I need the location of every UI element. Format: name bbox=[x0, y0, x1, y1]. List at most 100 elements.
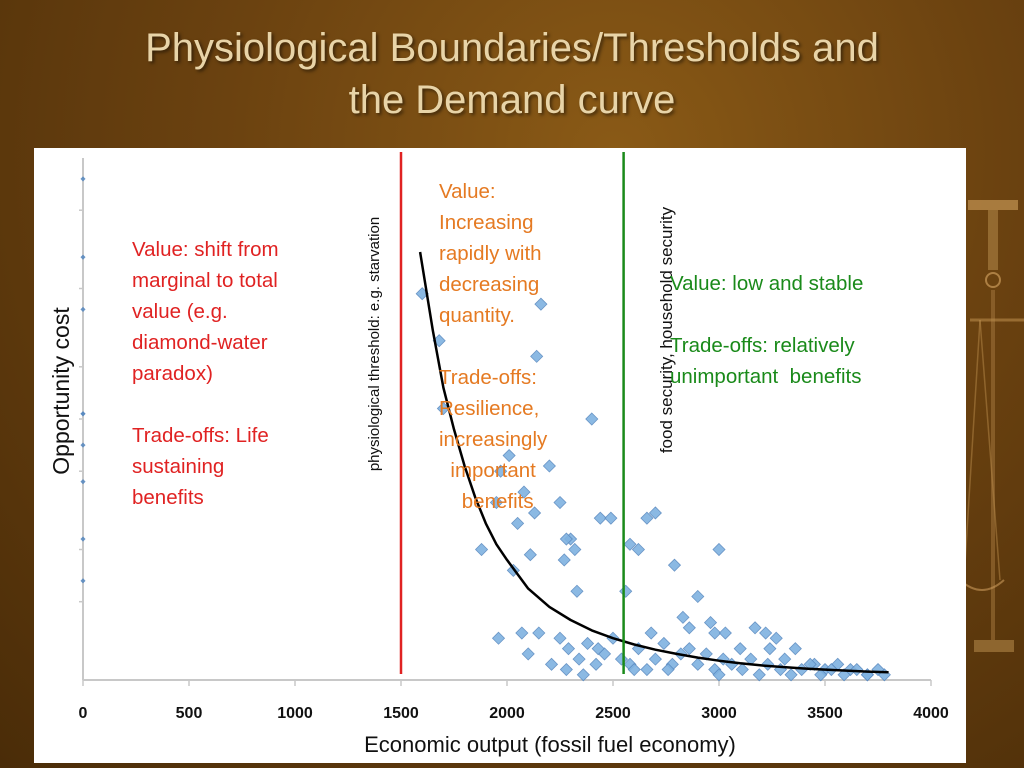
scatter-point-101 bbox=[559, 662, 573, 677]
scatter-point-32 bbox=[604, 511, 618, 525]
chart-axes bbox=[79, 158, 932, 686]
x-tick-label-8: 4000 bbox=[913, 705, 949, 722]
scatter-point-18 bbox=[517, 485, 531, 499]
scatter-point-30 bbox=[585, 412, 599, 426]
scatter-point-93 bbox=[850, 662, 864, 677]
scatter-point-45 bbox=[733, 642, 747, 656]
scatter-point-1 bbox=[80, 254, 86, 260]
scatter-point-48 bbox=[769, 631, 783, 645]
scatter-point-13 bbox=[489, 495, 503, 510]
scatter-point-99 bbox=[712, 668, 726, 682]
scatter-point-12 bbox=[474, 542, 489, 557]
annotation-middle-region: Value: Increasing rapidly with decreasin… bbox=[439, 180, 548, 513]
x-tick-label-4: 2000 bbox=[489, 705, 525, 722]
x-tick-label-0: 0 bbox=[79, 705, 88, 722]
x-axis-label: Economic output (fossil fuel economy) bbox=[326, 723, 774, 763]
scatter-point-98 bbox=[661, 662, 675, 677]
scatter-point-31 bbox=[593, 511, 607, 525]
scatter-chart: 0 500 1000 1500 2000 2500 3000 3500 4000 bbox=[79, 152, 949, 722]
threshold-lines bbox=[399, 152, 625, 674]
x-tick-label-5: 2500 bbox=[595, 705, 631, 722]
scatter-point-19 bbox=[523, 548, 537, 562]
scatter-point-96 bbox=[627, 662, 641, 677]
scatter-point-20 bbox=[527, 506, 542, 520]
scatter-point-17 bbox=[511, 516, 525, 530]
annotation-left-region: Value: shift from marginal to total valu… bbox=[132, 238, 279, 509]
scatter-point-77 bbox=[691, 657, 705, 671]
scatter-points bbox=[80, 176, 891, 682]
scatter-point-72 bbox=[648, 652, 662, 666]
y-axis-label: Opportunity cost bbox=[48, 307, 74, 475]
scatter-point-62 bbox=[561, 642, 576, 656]
scatter-point-35 bbox=[631, 542, 646, 557]
scatter-point-46 bbox=[748, 621, 762, 635]
scatter-point-0 bbox=[80, 176, 86, 182]
scatter-point-23 bbox=[542, 459, 556, 473]
scatter-point-24 bbox=[553, 495, 567, 510]
demand-curve bbox=[418, 251, 889, 674]
scatter-point-65 bbox=[589, 657, 603, 671]
scatter-point-25 bbox=[557, 553, 571, 567]
scales-of-justice-decoration bbox=[960, 200, 1024, 652]
scatter-point-73 bbox=[657, 636, 671, 651]
scatter-point-105 bbox=[763, 642, 777, 656]
scatter-point-89 bbox=[803, 657, 817, 671]
x-tick-label-1: 500 bbox=[176, 705, 203, 722]
annotation-right-region: Value: low and stable Trade-offs: relati… bbox=[670, 272, 864, 388]
scatter-point-15 bbox=[502, 448, 516, 463]
chart-panel: 0 500 1000 1500 2000 2500 3000 3500 4000 Opportu… bbox=[34, 148, 966, 763]
scatter-point-61 bbox=[553, 631, 567, 645]
scatter-point-4 bbox=[80, 411, 86, 417]
scatter-point-59 bbox=[532, 626, 546, 640]
scatter-point-42 bbox=[703, 616, 718, 630]
scatter-point-6 bbox=[80, 479, 86, 485]
scatter-point-84 bbox=[752, 668, 766, 682]
x-tick-labels: 0 500 1000 1500 2000 2500 3000 3500 4000 bbox=[79, 705, 949, 722]
scatter-point-8 bbox=[80, 578, 86, 584]
scatter-point-104 bbox=[682, 621, 696, 635]
scatter-point-27 bbox=[568, 542, 582, 557]
x-tick-label-2: 1000 bbox=[277, 705, 313, 722]
scatter-point-22 bbox=[534, 297, 548, 311]
scatter-point-71 bbox=[640, 662, 654, 677]
scatter-point-102 bbox=[576, 668, 590, 682]
title-line-2: the Demand curve bbox=[348, 78, 676, 122]
scatter-point-29 bbox=[570, 584, 584, 598]
title-line-1: Physiological Boundaries/Thresholds and bbox=[145, 26, 879, 70]
scatter-point-37 bbox=[648, 506, 662, 520]
scatter-point-76 bbox=[682, 642, 696, 656]
scatter-point-38 bbox=[667, 558, 682, 572]
scatter-point-82 bbox=[735, 662, 749, 677]
x-tick-label-6: 3000 bbox=[701, 705, 737, 722]
scatter-point-41 bbox=[691, 589, 705, 604]
scatter-point-14 bbox=[494, 464, 508, 478]
starvation-threshold-label: physiological threshold: e.g. starvation bbox=[366, 216, 383, 472]
x-tick-label-3: 1500 bbox=[383, 705, 419, 722]
scatter-point-103 bbox=[591, 642, 605, 656]
scatter-point-5 bbox=[80, 442, 86, 448]
scatter-point-40 bbox=[676, 610, 690, 624]
scatter-point-49 bbox=[778, 652, 792, 666]
scatter-point-97 bbox=[644, 626, 658, 640]
scatter-point-60 bbox=[544, 657, 559, 671]
scatter-point-33 bbox=[619, 584, 633, 598]
scatter-point-36 bbox=[640, 511, 654, 525]
scatter-point-34 bbox=[623, 537, 637, 551]
scatter-point-63 bbox=[572, 652, 586, 666]
scatter-point-44 bbox=[718, 626, 732, 640]
scatter-point-43 bbox=[708, 626, 722, 640]
scatter-point-58 bbox=[515, 626, 529, 640]
scatter-point-47 bbox=[759, 626, 773, 640]
scatter-point-21 bbox=[530, 349, 544, 363]
scatter-point-7 bbox=[80, 536, 86, 542]
slide-title: Physiological Boundaries/Thresholds and … bbox=[0, 22, 1024, 126]
scatter-point-90 bbox=[814, 668, 828, 682]
scatter-point-57 bbox=[491, 631, 506, 645]
scatter-point-100 bbox=[521, 647, 535, 661]
scatter-point-64 bbox=[580, 636, 595, 651]
scatter-point-2 bbox=[80, 306, 86, 312]
demand-curve-layer bbox=[418, 251, 889, 674]
scatter-point-28 bbox=[559, 532, 573, 546]
scatter-point-87 bbox=[784, 668, 798, 682]
x-tick-label-7: 3500 bbox=[807, 705, 843, 722]
